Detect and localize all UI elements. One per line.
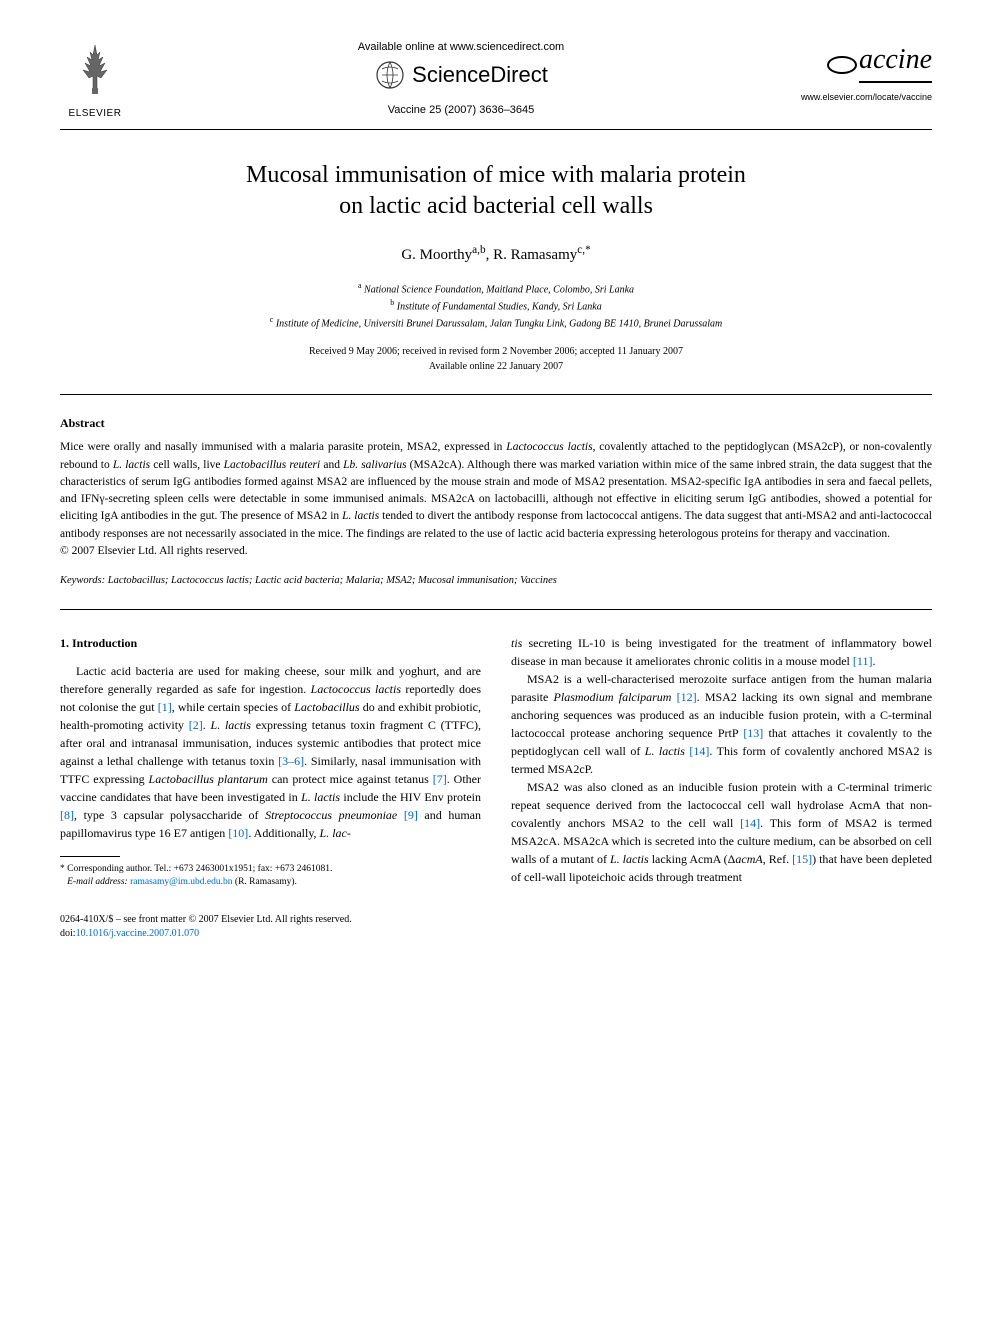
intro-para-1-cont: tis secreting IL-10 is being investigate… — [511, 634, 932, 670]
journal-url: www.elsevier.com/locate/vaccine — [792, 91, 932, 104]
vaccine-text: accine — [859, 40, 932, 83]
affiliation-a: National Science Foundation, Maitland Pl… — [364, 284, 634, 295]
vaccine-wordmark: accine — [792, 40, 932, 83]
elsevier-label: ELSEVIER — [60, 107, 130, 121]
footnote-email-link[interactable]: ramasamy@im.ubd.edu.bn — [130, 877, 232, 887]
affiliation-b: Institute of Fundamental Studies, Kandy,… — [397, 301, 602, 312]
vaccine-v-icon — [827, 56, 857, 74]
author-2: , R. Ramasamy — [486, 247, 578, 263]
title-line-1: Mucosal immunisation of mice with malari… — [246, 162, 746, 188]
ref-link-15[interactable]: [15] — [792, 852, 812, 866]
ref-link-10[interactable]: [10] — [228, 826, 248, 840]
keywords-text: Lactobacillus; Lactococcus lactis; Lacti… — [108, 575, 557, 586]
sciencedirect-logo: ScienceDirect — [150, 59, 772, 91]
dates-online: Available online 22 January 2007 — [429, 361, 563, 372]
article-title: Mucosal immunisation of mice with malari… — [60, 160, 932, 222]
author-1: G. Moorthy — [401, 247, 472, 263]
header-rule — [60, 129, 932, 130]
page-footer: 0264-410X/$ – see front matter © 2007 El… — [60, 913, 932, 941]
author-2-aff: c, — [577, 244, 585, 256]
journal-logo: accine www.elsevier.com/locate/vaccine — [792, 40, 932, 104]
ref-link-3-6[interactable]: [3–6] — [278, 754, 304, 768]
abstract-rule-bottom — [60, 609, 932, 610]
body-columns: 1. Introduction Lactic acid bacteria are… — [60, 634, 932, 890]
center-header: Available online at www.sciencedirect.co… — [130, 40, 792, 119]
affiliation-c: Institute of Medicine, Universiti Brunei… — [276, 319, 722, 330]
intro-para-2: MSA2 is a well-characterised merozoite s… — [511, 670, 932, 778]
authors: G. Moorthya,b, R. Ramasamyc,* — [60, 243, 932, 266]
abstract-heading: Abstract — [60, 415, 932, 432]
intro-para-3: MSA2 was also cloned as an inducible fus… — [511, 778, 932, 886]
keywords: Keywords: Lactobacillus; Lactococcus lac… — [60, 574, 932, 589]
ref-link-2[interactable]: [2] — [189, 718, 203, 732]
intro-para-1: Lactic acid bacteria are used for making… — [60, 662, 481, 842]
page-header: ELSEVIER Available online at www.science… — [60, 40, 932, 121]
footer-left: 0264-410X/$ – see front matter © 2007 El… — [60, 913, 352, 941]
sciencedirect-text: ScienceDirect — [412, 60, 548, 91]
elsevier-logo: ELSEVIER — [60, 40, 130, 121]
citation-text: Vaccine 25 (2007) 3636–3645 — [150, 103, 772, 118]
ref-link-13[interactable]: [13] — [743, 726, 763, 740]
affiliations: a National Science Foundation, Maitland … — [60, 280, 932, 332]
footer-copyright: 0264-410X/$ – see front matter © 2007 El… — [60, 914, 352, 925]
footer-doi-link[interactable]: 10.1016/j.vaccine.2007.01.070 — [76, 928, 200, 939]
title-line-2: on lactic acid bacterial cell walls — [339, 193, 653, 219]
ref-link-9[interactable]: [9] — [404, 808, 418, 822]
sciencedirect-icon — [374, 59, 406, 91]
elsevier-tree-icon — [65, 40, 125, 100]
author-1-aff: a,b — [472, 244, 485, 256]
footnote-email-name: (R. Ramasamy). — [235, 877, 297, 887]
ref-link-14a[interactable]: [14] — [689, 744, 709, 758]
abstract-text: Mice were orally and nasally immunised w… — [60, 439, 932, 560]
keywords-label: Keywords: — [60, 575, 105, 586]
article-dates: Received 9 May 2006; received in revised… — [60, 344, 932, 374]
footnote-separator — [60, 856, 120, 857]
ref-link-1[interactable]: [1] — [158, 700, 172, 714]
footnote-email-label: E-mail address: — [67, 877, 128, 887]
ref-link-7[interactable]: [7] — [433, 772, 447, 786]
ref-link-12[interactable]: [12] — [677, 690, 697, 704]
footnote-corresponding: * Corresponding author. Tel.: +673 24630… — [60, 863, 481, 890]
ref-link-8[interactable]: [8] — [60, 808, 74, 822]
footnote-corr-text: * Corresponding author. Tel.: +673 24630… — [60, 864, 332, 874]
ref-link-14b[interactable]: [14] — [740, 816, 760, 830]
author-2-corr: * — [585, 244, 591, 256]
intro-heading: 1. Introduction — [60, 634, 481, 652]
dates-received: Received 9 May 2006; received in revised… — [309, 346, 683, 357]
ref-link-11[interactable]: [11] — [853, 654, 873, 668]
footer-doi-label: doi: — [60, 928, 76, 939]
abstract-rule-top — [60, 394, 932, 395]
available-online-text: Available online at www.sciencedirect.co… — [150, 40, 772, 55]
